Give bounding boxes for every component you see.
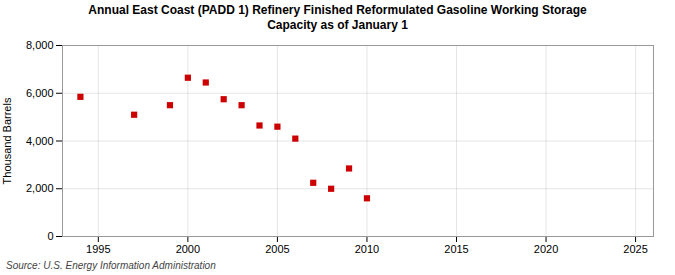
svg-text:2,000: 2,000 [26, 182, 54, 194]
svg-text:2020: 2020 [534, 243, 558, 255]
svg-text:2000: 2000 [176, 243, 200, 255]
svg-text:6,000: 6,000 [26, 87, 54, 99]
svg-text:2025: 2025 [623, 243, 647, 255]
svg-text:8,000: 8,000 [26, 39, 54, 51]
svg-text:4,000: 4,000 [26, 135, 54, 147]
svg-text:2010: 2010 [355, 243, 379, 255]
html-text:Annual East Coast (PADD 1) Ref: Annual East Coast (PADD 1) Refinery Fini… [88, 3, 587, 32]
svg-text:Thousand Barrels: Thousand Barrels [1, 97, 13, 184]
svg-text:1995: 1995 [86, 243, 110, 255]
html-text:Source: U.S. Energy Informatio: Source: U.S. Energy Information Administ… [6, 260, 216, 271]
svg-text:2015: 2015 [444, 243, 468, 255]
svg-text:2005: 2005 [265, 243, 289, 255]
svg-text:0: 0 [47, 230, 53, 242]
